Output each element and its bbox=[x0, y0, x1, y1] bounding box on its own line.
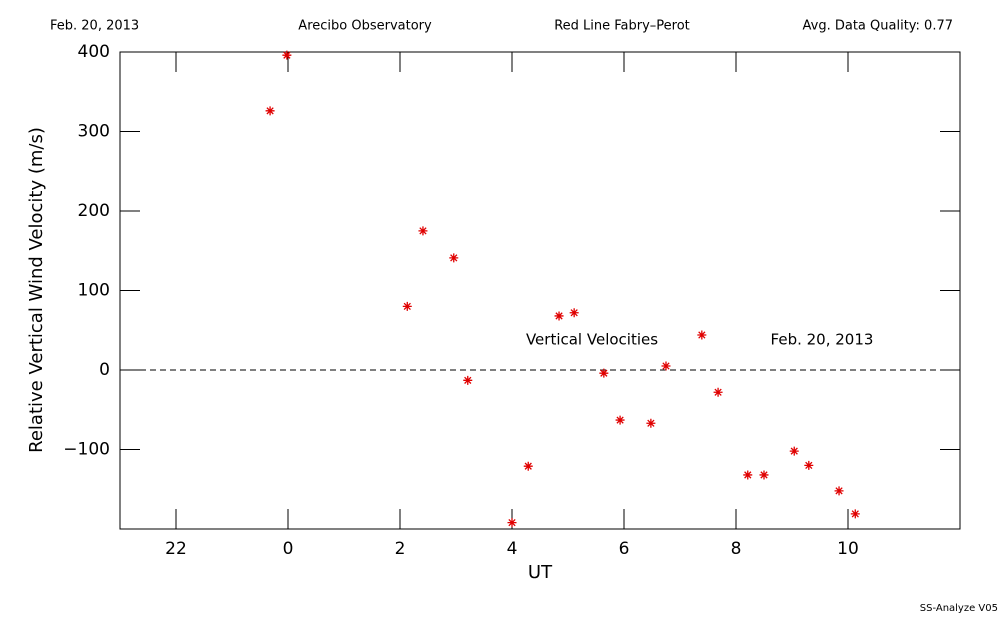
x-tick-label: 4 bbox=[507, 539, 518, 559]
data-point bbox=[661, 361, 671, 371]
data-point bbox=[789, 446, 799, 456]
data-point bbox=[759, 470, 769, 480]
data-point bbox=[463, 375, 473, 385]
x-axis-label: UT bbox=[528, 562, 553, 583]
x-tick-label: 0 bbox=[283, 539, 294, 559]
header-site: Arecibo Observatory bbox=[298, 19, 432, 34]
y-tick-label: 400 bbox=[78, 42, 110, 62]
data-point bbox=[743, 470, 753, 480]
plot-frame bbox=[119, 51, 961, 530]
data-point bbox=[402, 301, 412, 311]
header-date: Feb. 20, 2013 bbox=[50, 19, 139, 34]
annotation: Vertical Velocities bbox=[526, 331, 658, 349]
header-instrument: Red Line Fabry–Perot bbox=[554, 19, 690, 34]
data-point bbox=[523, 461, 533, 471]
data-point bbox=[265, 106, 275, 116]
footer: SS-Analyze V05 bbox=[920, 603, 998, 614]
data-point bbox=[615, 415, 625, 425]
y-tick-label: 300 bbox=[78, 122, 110, 142]
data-point bbox=[646, 418, 656, 428]
data-point bbox=[713, 387, 723, 397]
x-tick-label: 8 bbox=[731, 539, 742, 559]
y-tick-label: 200 bbox=[78, 201, 110, 221]
data-point bbox=[834, 486, 844, 496]
data-point bbox=[282, 50, 292, 60]
data-point bbox=[449, 253, 459, 263]
x-tick-label: 2 bbox=[395, 539, 406, 559]
x-tick-label: 10 bbox=[837, 539, 859, 559]
data-point bbox=[554, 311, 564, 321]
x-tick-label: 6 bbox=[619, 539, 630, 559]
data-point bbox=[569, 308, 579, 318]
y-tick-label: 0 bbox=[99, 360, 110, 380]
data-point bbox=[804, 460, 814, 470]
data-point bbox=[697, 330, 707, 340]
data-point bbox=[850, 509, 860, 519]
data-point bbox=[599, 368, 609, 378]
x-tick-label: 22 bbox=[165, 539, 187, 559]
annotation: Feb. 20, 2013 bbox=[771, 331, 874, 349]
y-tick-label: 100 bbox=[78, 281, 110, 301]
y-axis-label: Relative Vertical Wind Velocity (m/s) bbox=[26, 127, 47, 453]
data-point bbox=[507, 518, 517, 528]
header-quality: Avg. Data Quality: 0.77 bbox=[803, 19, 953, 34]
data-point bbox=[418, 226, 428, 236]
y-tick-label: −100 bbox=[63, 440, 110, 460]
